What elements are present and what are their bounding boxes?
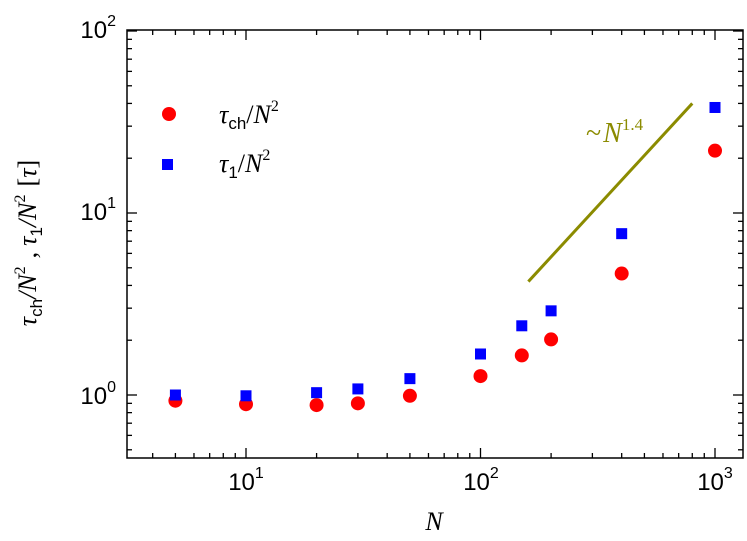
legend-marker-tau-1 xyxy=(162,159,173,170)
point-tau-ch-50 xyxy=(402,388,417,403)
x-tick-label-10: 101 xyxy=(228,465,264,496)
point-tau-1-5 xyxy=(169,389,181,401)
point-tau-1-20 xyxy=(311,387,323,399)
y-axis-label: τch/N2,τ1/N2[τ] xyxy=(12,160,46,326)
legend: τch/N2 τ1/N2 xyxy=(162,98,279,182)
tick-marks xyxy=(127,30,743,458)
point-tau-ch-1000 xyxy=(708,143,722,158)
point-tau-ch-100 xyxy=(473,369,488,384)
y-tick-label-100: 102 xyxy=(80,13,116,44)
point-tau-1-100 xyxy=(475,348,486,360)
point-tau-1-50 xyxy=(404,373,416,385)
y-tick-label-10: 101 xyxy=(80,195,116,226)
legend-label-tau-ch: τch/N2 xyxy=(219,98,279,133)
x-tick-label-1000: 103 xyxy=(697,465,733,496)
plot-frame xyxy=(126,29,744,459)
point-tau-ch-30 xyxy=(350,396,365,411)
point-tau-1-10 xyxy=(240,390,252,402)
power-law-label: ~N1.4 xyxy=(586,115,644,149)
y-tick-label-1: 100 xyxy=(80,379,116,410)
legend-label-tau-1: τ1/N2 xyxy=(219,147,270,182)
point-tau-ch-200 xyxy=(544,332,559,347)
point-tau-1-200 xyxy=(545,305,557,317)
x-tick-labels: 101 102 103 xyxy=(228,465,733,496)
point-tau-1-400 xyxy=(616,228,628,240)
point-tau-ch-400 xyxy=(614,266,629,281)
point-tau-1-1000 xyxy=(709,101,721,113)
point-tau-1-30 xyxy=(352,383,364,395)
data-points xyxy=(168,101,722,413)
point-tau-ch-20 xyxy=(309,398,324,413)
legend-marker-tau-ch xyxy=(162,107,176,121)
x-axis-label: N xyxy=(424,507,444,536)
y-tick-labels: 100 101 102 xyxy=(80,13,116,410)
x-tick-label-100: 102 xyxy=(463,465,499,496)
power-law-guide-line xyxy=(527,102,694,283)
point-tau-1-150 xyxy=(516,320,528,332)
point-tau-ch-150 xyxy=(514,348,529,363)
